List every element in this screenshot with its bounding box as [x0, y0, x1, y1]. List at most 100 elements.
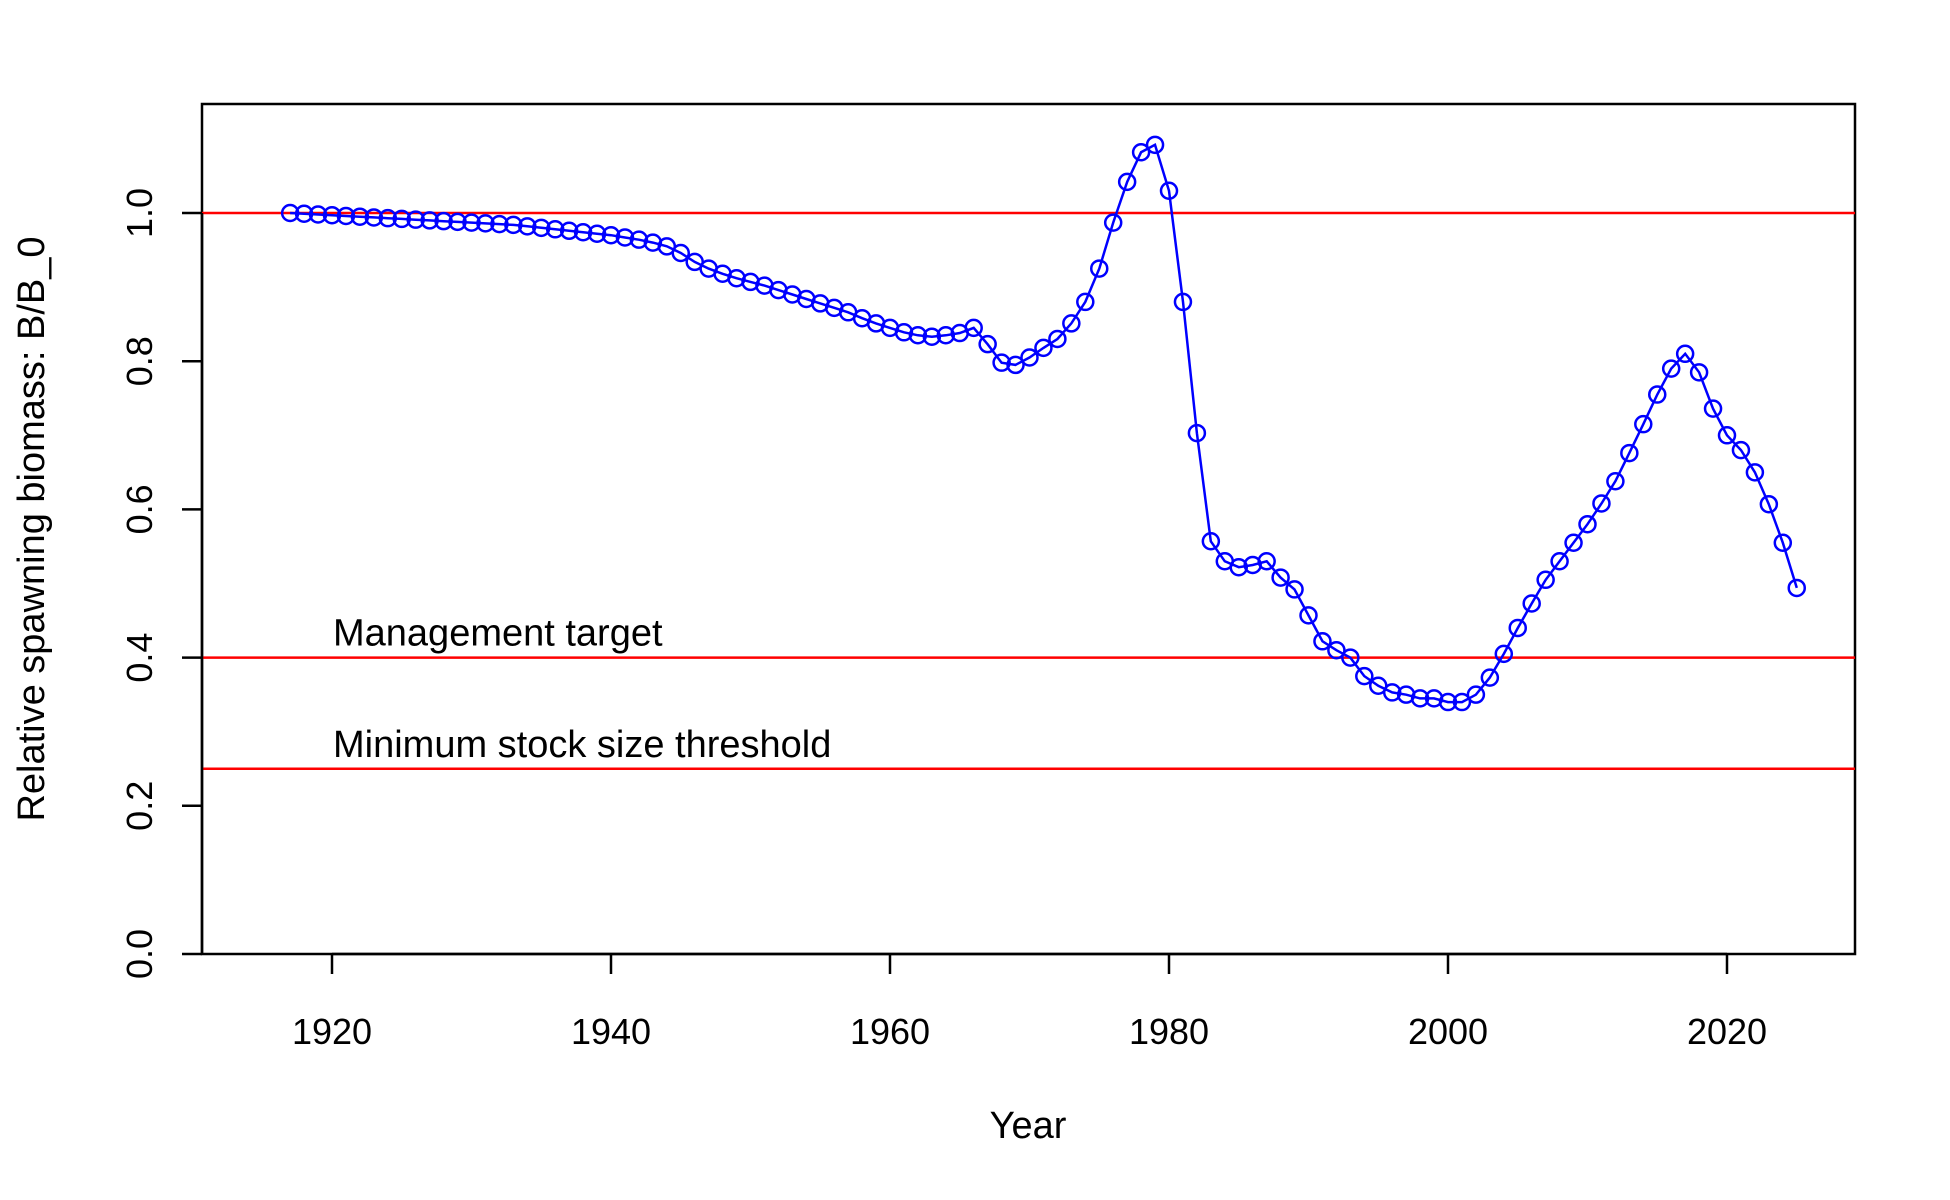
data-point	[1313, 632, 1332, 651]
y-tick-label: 0.6	[119, 484, 160, 534]
x-tick-label: 1920	[292, 1011, 372, 1052]
data-point	[476, 214, 495, 233]
x-tick-label: 2000	[1408, 1011, 1488, 1052]
data-point	[336, 206, 356, 226]
data-point	[1341, 648, 1360, 667]
data-point	[1355, 666, 1374, 686]
data-point	[964, 318, 983, 338]
y-tick-label: 0.8	[119, 336, 160, 386]
reference-lines	[202, 211, 1855, 770]
data-point	[1773, 533, 1793, 552]
x-tick-label: 1980	[1129, 1011, 1209, 1052]
data-point	[1717, 426, 1737, 445]
data-point	[1382, 683, 1402, 702]
data-point	[1592, 494, 1611, 513]
data-point	[518, 217, 537, 236]
data-point	[1606, 471, 1625, 491]
data-point	[532, 218, 551, 238]
data-point	[1438, 692, 1458, 712]
data-point	[587, 224, 607, 243]
data-point	[601, 225, 621, 245]
x-tick-label: 2020	[1687, 1011, 1767, 1052]
data-point	[573, 223, 593, 242]
data-point	[1452, 692, 1472, 712]
data-point	[1257, 552, 1276, 571]
reference-line-label: Minimum stock size threshold	[333, 724, 831, 766]
data-point	[1020, 348, 1039, 367]
y-tick-label: 0.0	[119, 929, 160, 979]
data-point	[504, 215, 523, 235]
data-point	[1787, 578, 1806, 598]
reference-line-label: Management target	[333, 613, 663, 655]
data-point	[1076, 292, 1095, 312]
data-point	[1145, 135, 1165, 155]
y-axis: 0.0 0.2 0.4 0.6 0.8 1.0	[119, 188, 204, 979]
data-point	[1480, 668, 1500, 687]
data-point	[908, 326, 928, 345]
data-point	[1634, 414, 1653, 434]
data-point	[448, 212, 467, 232]
data-point	[1271, 568, 1290, 587]
data-point	[1466, 685, 1486, 704]
data-point	[1564, 533, 1583, 552]
data-point	[1327, 640, 1346, 660]
data-point	[1759, 494, 1779, 514]
data-point	[1536, 570, 1555, 590]
data-point	[1494, 644, 1514, 664]
data-point	[1187, 423, 1207, 443]
data-point	[1620, 443, 1639, 463]
data-point	[1006, 355, 1025, 375]
data-point	[294, 204, 314, 223]
y-axis-label: Relative spawning biomass: B/B_0	[11, 236, 53, 821]
data-point	[992, 353, 1011, 372]
data-point	[671, 243, 690, 263]
data-point	[350, 207, 370, 226]
data-point	[1229, 557, 1248, 577]
x-axis: 1920 1940 1960 1980 2000 2020	[292, 952, 1767, 1052]
data-point	[1661, 359, 1681, 378]
series	[280, 135, 1806, 712]
data-point	[629, 230, 649, 249]
data-point	[322, 205, 342, 225]
data-point	[1103, 213, 1123, 232]
data-point	[378, 208, 398, 228]
data-point	[1675, 344, 1695, 364]
data-point	[922, 327, 942, 346]
data-point	[615, 228, 635, 247]
data-point	[1131, 142, 1151, 162]
data-point	[1090, 259, 1109, 278]
data-point	[434, 211, 453, 231]
series-line	[290, 142, 1798, 704]
data-point	[1117, 172, 1137, 192]
data-point	[1508, 618, 1527, 638]
x-tick-label: 1960	[850, 1011, 930, 1052]
y-tick-label: 0.2	[119, 781, 160, 831]
data-point	[1550, 552, 1569, 571]
data-point	[406, 210, 425, 229]
data-point	[1285, 580, 1304, 599]
data-point	[392, 209, 411, 229]
data-point	[936, 326, 956, 345]
data-point	[1062, 314, 1081, 333]
data-point	[978, 334, 997, 354]
y-tick-label: 0.4	[119, 633, 160, 683]
data-point	[280, 203, 300, 223]
y-tick-label: 1.0	[119, 188, 160, 238]
x-axis-label: Year	[990, 1105, 1067, 1147]
reference-labels: Management target Minimum stock size thre…	[333, 613, 831, 766]
data-point	[1201, 532, 1221, 551]
data-point	[462, 213, 481, 232]
data-point	[1299, 606, 1318, 625]
data-point	[894, 323, 914, 342]
plot-frame	[200, 102, 1857, 956]
data-point	[559, 221, 579, 241]
data-point	[545, 220, 565, 239]
data-point	[1703, 399, 1723, 418]
data-point	[1034, 338, 1053, 358]
data-point	[1159, 181, 1179, 201]
data-point	[420, 211, 439, 230]
data-point	[1578, 514, 1597, 534]
data-point	[1648, 385, 1667, 404]
data-point	[1048, 329, 1067, 349]
